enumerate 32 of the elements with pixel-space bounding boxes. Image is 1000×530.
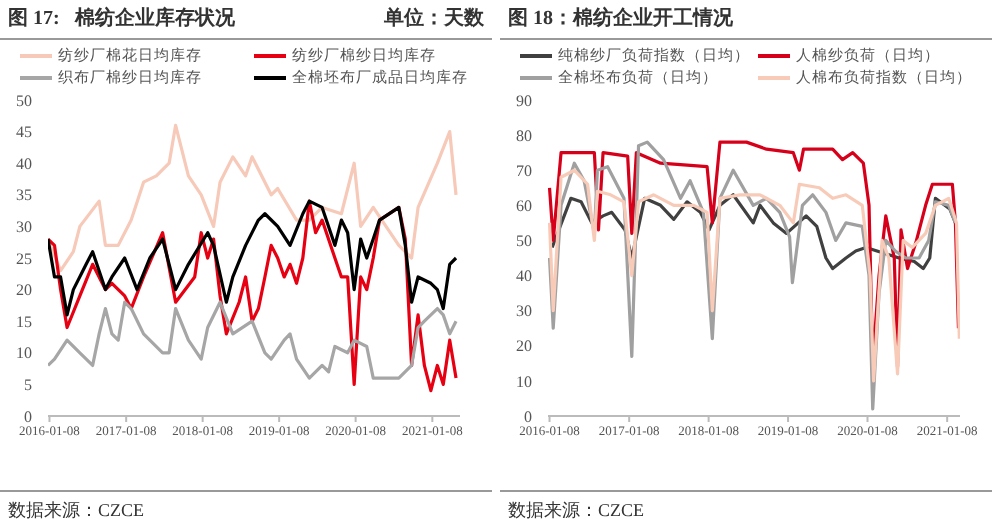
line-series: [48, 123, 458, 273]
y-tick-label: 70: [516, 161, 532, 180]
y-axis-title: 单位：天数: [384, 5, 484, 32]
chart-title: 图 18：棉纺企业开工情况: [508, 4, 733, 32]
y-tick-label: 30: [516, 302, 532, 321]
y-tick-label: 80: [516, 126, 532, 145]
y-tick-label: 60: [516, 197, 532, 216]
chart-title: 图 17: 棉纺企业库存状况: [8, 4, 235, 32]
line-series: [548, 168, 960, 383]
y-tick-label: 20: [516, 337, 532, 356]
y-tick-label: 40: [16, 154, 32, 173]
y-tick-label: 0: [24, 407, 32, 426]
source-note: 数据来源：CZCE: [8, 498, 147, 524]
line-series: [48, 199, 458, 317]
y-tick-label: 0: [524, 407, 532, 426]
line-series: [48, 300, 458, 380]
source-note: 数据来源：CZCE: [508, 498, 647, 524]
y-tick-label: 10: [16, 344, 32, 363]
y-tick-label: 10: [516, 372, 532, 391]
line-series: [548, 140, 958, 411]
y-tick-label: 20: [16, 281, 32, 300]
y-tick-label: 50: [516, 232, 532, 251]
y-tick-label: 5: [24, 376, 32, 395]
y-tick-label: 45: [16, 123, 32, 142]
y-tick-label: 90: [516, 91, 532, 110]
y-tick-label: 50: [16, 91, 32, 110]
y-tick-label: 15: [16, 312, 32, 331]
y-tick-label: 35: [16, 186, 32, 205]
line-series: [48, 199, 458, 393]
y-tick-label: 40: [516, 267, 532, 286]
y-tick-label: 25: [16, 249, 32, 268]
y-tick-label: 30: [16, 218, 32, 237]
